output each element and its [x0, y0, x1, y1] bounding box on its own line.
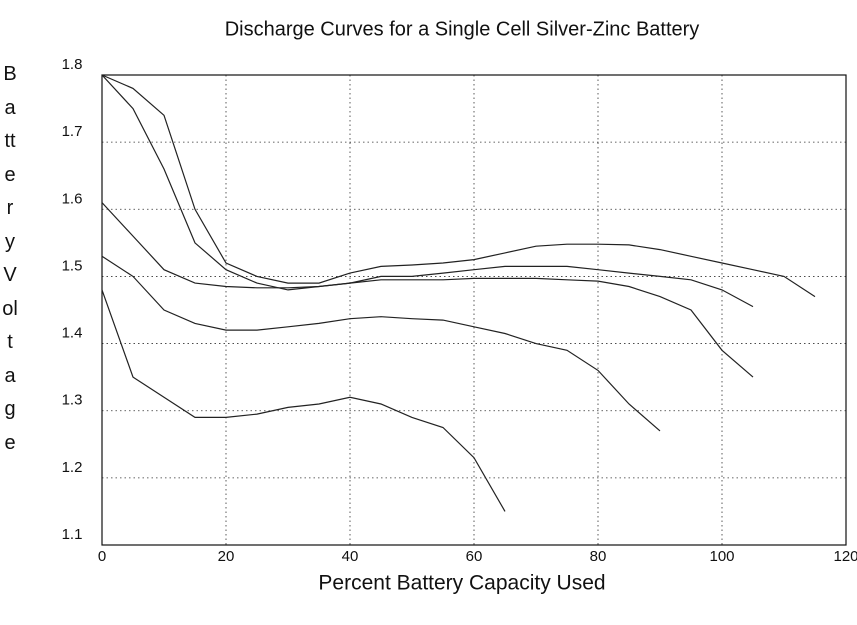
- y-axis-label: Battery Voltage: [2, 63, 21, 454]
- x-tick-label: 0: [98, 548, 106, 565]
- x-tick-label: 40: [342, 548, 359, 565]
- x-tick-label: 120: [833, 548, 857, 565]
- x-axis-label: Percent Battery Capacity Used: [318, 572, 605, 595]
- x-tick-label: 20: [218, 548, 235, 565]
- y-tick-label: 1.4: [62, 325, 83, 342]
- plot-frame: [101, 74, 847, 546]
- line-series: [101, 202, 754, 378]
- x-tick-label: 80: [590, 548, 607, 565]
- y-tick-label: 1.5: [62, 257, 83, 274]
- chart-title: Discharge Curves for a Single Cell Silve…: [225, 18, 700, 40]
- y-tick-label: 1.3: [62, 392, 83, 409]
- y-tick-label: 1.7: [62, 123, 83, 140]
- line-series: [101, 74, 754, 308]
- y-tick-label: 1.6: [62, 190, 83, 207]
- y-tick-label: 1.2: [62, 459, 83, 476]
- y-tick-label: 1.8: [62, 56, 83, 73]
- line-series: [101, 289, 506, 512]
- y-tick-label: 1.1: [62, 526, 83, 543]
- x-tick-label: 100: [709, 548, 734, 565]
- line-series: [101, 255, 661, 432]
- line-series: [101, 74, 816, 298]
- x-tick-label: 60: [466, 548, 483, 565]
